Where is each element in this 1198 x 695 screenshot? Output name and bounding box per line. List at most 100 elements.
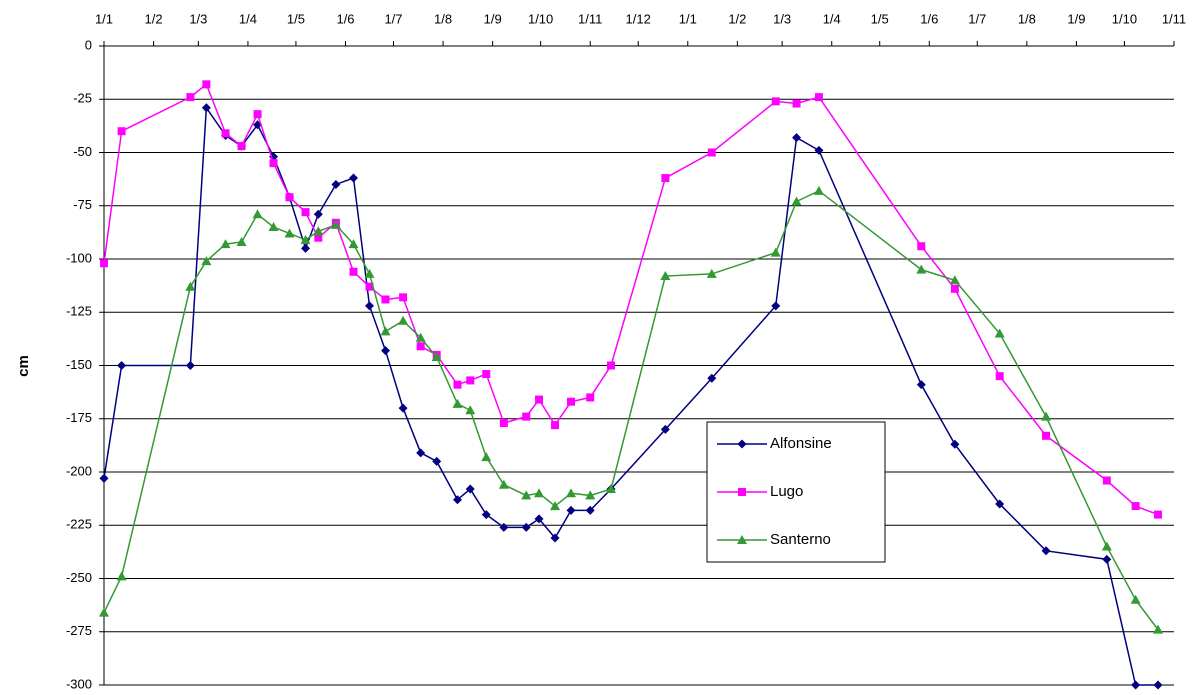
marker <box>416 448 426 458</box>
legend: Alfonsine Lugo Santerno <box>706 421 886 563</box>
x-tick-label: 1/6 <box>336 11 354 26</box>
marker <box>100 259 108 268</box>
marker <box>814 145 824 155</box>
marker <box>301 243 311 253</box>
marker <box>1131 502 1140 511</box>
x-tick-label: 1/5 <box>871 11 889 26</box>
x-tick-label: 1/12 <box>626 11 651 26</box>
marker <box>791 196 802 206</box>
marker <box>330 219 341 229</box>
marker <box>349 173 359 183</box>
x-tick-label: 1/10 <box>1112 11 1137 26</box>
marker <box>202 80 211 89</box>
marker <box>1153 624 1164 634</box>
marker <box>566 488 577 498</box>
marker <box>99 607 109 617</box>
marker <box>237 142 246 151</box>
marker <box>220 239 231 249</box>
x-tick-label: 1/10 <box>528 11 553 26</box>
marker <box>660 424 670 434</box>
x-tick-label: 1/2 <box>145 11 163 26</box>
marker <box>313 226 324 236</box>
marker <box>349 267 358 276</box>
marker <box>1130 594 1141 604</box>
marker <box>481 452 492 462</box>
marker <box>949 275 960 285</box>
marker <box>607 361 616 370</box>
series-line <box>103 83 1159 516</box>
marker <box>300 234 311 244</box>
marker <box>285 193 294 202</box>
marker <box>452 398 463 408</box>
marker <box>380 346 390 356</box>
y-tick-label: -175 <box>66 410 92 425</box>
y-tick-label: -225 <box>66 517 92 532</box>
marker <box>201 103 211 113</box>
marker <box>399 293 408 302</box>
y-tick-label: -125 <box>66 304 92 319</box>
legend-marker <box>737 439 747 449</box>
marker <box>814 93 823 102</box>
y-tick-label: -300 <box>66 676 92 691</box>
marker <box>398 315 409 325</box>
marker <box>466 376 475 385</box>
marker <box>792 133 802 143</box>
marker <box>185 281 196 291</box>
marker <box>770 247 781 257</box>
x-tick-label: 1/7 <box>968 11 986 26</box>
marker <box>416 342 425 351</box>
marker <box>499 419 508 428</box>
x-tick-label: 1/1 <box>95 11 113 26</box>
y-tick-label: -200 <box>66 463 92 478</box>
marker <box>201 256 212 266</box>
marker <box>431 351 442 361</box>
marker <box>916 264 927 274</box>
marker <box>432 456 442 466</box>
marker <box>348 239 359 249</box>
marker <box>398 403 408 413</box>
x-tick-label: 1/2 <box>728 11 746 26</box>
x-tick-label: 1/3 <box>189 11 207 26</box>
marker <box>566 505 576 515</box>
marker <box>221 129 230 138</box>
marker <box>284 228 295 238</box>
marker <box>950 439 960 449</box>
marker <box>585 505 595 515</box>
y-tick-label: -150 <box>66 357 92 372</box>
marker <box>550 501 561 511</box>
marker <box>117 127 126 136</box>
marker <box>1153 680 1163 690</box>
marker <box>1131 680 1141 690</box>
marker <box>994 328 1005 338</box>
y-tick-label: -25 <box>73 91 92 106</box>
legend-label: Alfonsine <box>770 435 832 452</box>
x-tick-label: 1/1 <box>679 11 697 26</box>
marker <box>995 499 1005 509</box>
x-tick-label: 1/9 <box>484 11 502 26</box>
marker <box>186 93 195 102</box>
marker <box>521 490 532 500</box>
marker <box>567 397 576 406</box>
marker <box>301 208 310 217</box>
marker <box>534 514 544 524</box>
marker <box>381 295 390 304</box>
marker <box>551 421 560 430</box>
marker <box>499 522 509 532</box>
marker <box>586 393 595 402</box>
marker <box>771 97 780 106</box>
marker <box>606 484 617 494</box>
marker <box>465 484 475 494</box>
y-tick-label: -100 <box>66 250 92 265</box>
marker <box>706 268 717 278</box>
marker <box>1041 411 1052 421</box>
x-tick-label: 1/4 <box>239 11 257 26</box>
marker <box>236 236 247 246</box>
marker <box>550 533 560 543</box>
x-tick-label: 1/8 <box>1018 11 1036 26</box>
x-tick-label: 1/4 <box>823 11 841 26</box>
marker <box>252 209 263 219</box>
x-tick-label: 1/8 <box>434 11 452 26</box>
marker <box>535 395 544 404</box>
marker <box>365 282 374 291</box>
marker <box>771 301 781 311</box>
